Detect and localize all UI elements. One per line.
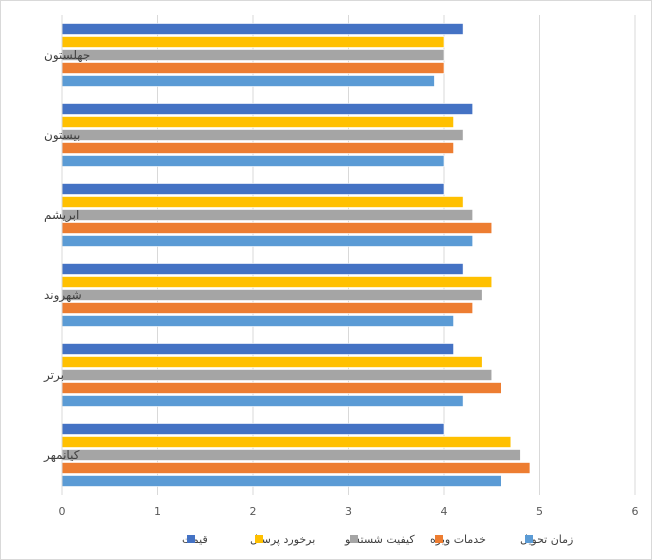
x-tick-label: 4 xyxy=(441,505,448,518)
bar xyxy=(61,462,531,474)
bar xyxy=(61,475,502,487)
bar xyxy=(61,62,445,74)
bar xyxy=(61,289,483,301)
x-tick-label: 1 xyxy=(154,505,161,518)
category-label: ابریشم xyxy=(44,208,79,223)
legend-swatch xyxy=(350,535,358,543)
legend-swatch xyxy=(525,535,533,543)
category-label: بیستون xyxy=(44,128,80,143)
bar xyxy=(61,75,435,87)
grid-lines xyxy=(157,15,636,495)
bar xyxy=(61,263,464,275)
legend-swatch xyxy=(255,535,263,543)
bar xyxy=(61,356,483,368)
bar xyxy=(61,423,445,435)
bar xyxy=(61,315,454,327)
category-label: کیانمهر xyxy=(43,448,80,463)
bar xyxy=(61,196,464,208)
bar xyxy=(61,382,502,394)
legend-swatch xyxy=(187,535,195,543)
bar xyxy=(61,142,454,154)
bar xyxy=(61,276,493,288)
axes: 0 1 2 3 4 5 6 جهلستون بیستون ابریشم شهروند برتر کیان… xyxy=(43,15,639,518)
category-label: شهروند xyxy=(44,288,82,303)
bar xyxy=(61,183,445,195)
bar xyxy=(61,436,512,448)
bar xyxy=(61,369,493,381)
bar xyxy=(61,23,464,35)
x-tick-label: 2 xyxy=(250,505,257,518)
bar xyxy=(61,235,473,247)
legend-label: زمان تحویل xyxy=(520,533,573,546)
bar xyxy=(61,395,464,407)
bar xyxy=(61,49,445,61)
x-tick-label: 5 xyxy=(536,505,543,518)
bar xyxy=(61,222,493,234)
legend-label: خدمات ویژه xyxy=(430,533,486,546)
x-tick-label: 3 xyxy=(345,505,352,518)
bar xyxy=(61,36,445,48)
bar xyxy=(61,302,473,314)
x-tick-label: 0 xyxy=(59,505,66,518)
bar xyxy=(61,343,454,355)
bar xyxy=(61,209,473,221)
category-label: برتر xyxy=(43,368,64,383)
bar xyxy=(61,103,473,115)
legend-label: برخورد پرسنل xyxy=(250,533,315,546)
legend-swatch xyxy=(435,535,443,543)
category-label: جهلستون xyxy=(44,48,90,63)
x-tick-label: 6 xyxy=(632,505,639,518)
bar xyxy=(61,449,521,461)
legend-label: کیفیت شستشو xyxy=(344,533,415,546)
bar xyxy=(61,155,445,167)
bar xyxy=(61,116,454,128)
bar xyxy=(61,129,464,141)
bars xyxy=(61,23,531,487)
